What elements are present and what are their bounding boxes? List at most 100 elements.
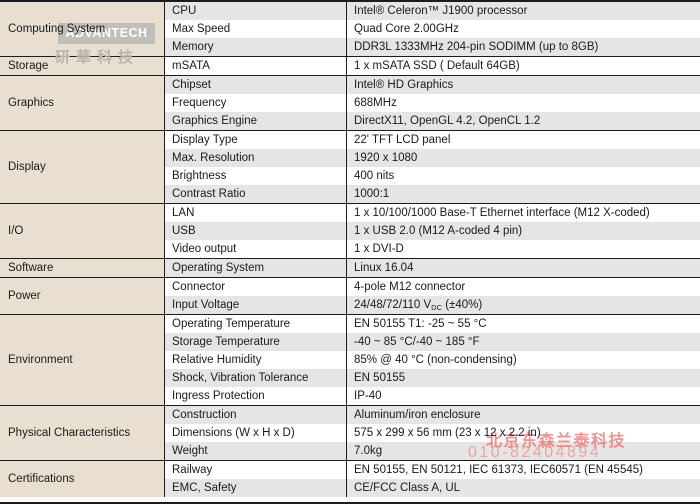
value-cell: 1 x 10/100/1000 Base-T Ethernet interfac… [347,204,700,222]
category-cell: Computing System [0,2,165,56]
property-label: Relative Humidity [172,354,262,366]
property-label: Brightness [172,170,227,182]
value-cell: DDR3L 1333MHz 204-pin SODIMM (up to 8GB) [347,38,700,56]
value-cell: 22' TFT LCD panel [347,131,700,149]
value-cell: EN 50155 T1: -25 ~ 55 °C [347,315,700,333]
category-label: I/O [8,225,24,237]
spec-row: Operating System Linux 16.04 [165,259,700,277]
value-cell: 7.0kg [347,442,700,460]
property-cell: Frequency [165,94,347,112]
property-label: USB [172,225,196,237]
property-label: LAN [172,207,195,219]
category-cell: Physical Characteristics [0,406,165,460]
category-label: Display [8,161,46,173]
value-cell: Linux 16.04 [347,259,700,277]
property-label: Graphics Engine [172,115,258,127]
value-cell: 1000:1 [347,185,700,203]
value-text: 575 x 299 x 56 mm (23 x 12 x 2.2 in) [354,427,541,439]
value-cell: 4-pole M12 connector [347,278,700,296]
spec-row: Relative Humidity 85% @ 40 °C (non-conden… [165,351,700,369]
value-text: DirectX11, OpenGL 4.2, OpenCL 1.2 [354,115,541,127]
category-cell: Power [0,278,165,314]
value-text: 400 nits [354,170,395,182]
property-cell: Railway [165,461,347,479]
value-text: 1 x USB 2.0 (M12 A-coded 4 pin) [354,225,523,237]
property-label: Chipset [172,79,211,91]
value-text: Intel® Celeron™ J1900 processor [354,5,528,17]
property-cell: Max. Resolution [165,149,347,167]
value-cell: 575 x 299 x 56 mm (23 x 12 x 2.2 in) [347,424,700,442]
property-label: Operating System [172,262,265,274]
value-cell: Aluminum/iron enclosure [347,406,700,424]
value-text: 688MHz [354,97,397,109]
value-text-suffix: (±40%) [442,299,483,311]
property-label: Frequency [172,97,227,109]
value-cell: -40 ~ 85 °C/-40 ~ 185 °F [347,333,700,351]
property-label: Max. Resolution [172,152,255,164]
value-cell: 1 x DVI-D [347,240,700,258]
spec-section: Certifications Railway EN 50155, EN 50121,… [0,461,700,497]
spec-row: Railway EN 50155, EN 50121, IEC 61373, IE… [165,461,700,479]
value-text: Linux 16.04 [354,262,414,274]
spec-section: Environment Operating Temperature EN 50155… [0,315,700,406]
value-text: 1920 x 1080 [354,152,418,164]
property-cell: Operating System [165,259,347,277]
property-cell: Connector [165,278,347,296]
category-cell: Graphics [0,76,165,130]
category-cell: Environment [0,315,165,405]
value-cell: 688MHz [347,94,700,112]
category-label: Graphics [8,97,55,109]
category-cell: I/O [0,204,165,258]
value-cell: 1 x mSATA SSD ( Default 64GB) [347,57,700,75]
value-text: 24/48/72/110 V [354,299,432,311]
value-text: 1 x 10/100/1000 Base-T Ethernet interfac… [354,207,650,219]
property-label: Contrast Ratio [172,188,246,200]
category-label: Power [8,290,41,302]
spec-row: Weight 7.0kg [165,442,700,460]
property-label: Memory [172,41,214,53]
spec-row: Contrast Ratio 1000:1 [165,185,700,203]
value-cell: Quad Core 2.00GHz [347,20,700,38]
property-label: Operating Temperature [172,318,291,330]
spec-section: Software Operating System Linux 16.04 [0,259,700,278]
value-text: EN 50155, EN 50121, IEC 61373, IEC60571 … [354,464,643,476]
value-cell: 24/48/72/110 VDC (±40%) [347,296,700,314]
property-label: Max Speed [172,23,231,35]
property-cell: LAN [165,204,347,222]
value-cell: EN 50155 [347,369,700,387]
category-label: Storage [8,60,49,72]
spec-row: Display Type 22' TFT LCD panel [165,131,700,149]
property-cell: CPU [165,2,347,20]
property-cell: Contrast Ratio [165,185,347,203]
spec-row: Memory DDR3L 1333MHz 204-pin SODIMM (up t… [165,38,700,56]
spec-row: Construction Aluminum/iron enclosure [165,406,700,424]
category-cell: Software [0,259,165,277]
value-text: 1 x mSATA SSD ( Default 64GB) [354,60,520,72]
value-cell: CE/FCC Class A, UL [347,479,700,497]
spec-section: Physical Characteristics Construction Alum… [0,406,700,461]
value-text: 85% @ 40 °C (non-condensing) [354,354,517,366]
property-cell: Input Voltage [165,296,347,314]
property-cell: Weight [165,442,347,460]
spec-row: Graphics Engine DirectX11, OpenGL 4.2, Op… [165,112,700,130]
property-cell: Operating Temperature [165,315,347,333]
value-text: 1000:1 [354,188,390,200]
property-cell: Video output [165,240,347,258]
spec-row: Shock, Vibration Tolerance EN 50155 [165,369,700,387]
value-cell: 1920 x 1080 [347,149,700,167]
category-cell: Storage [0,57,165,75]
property-label: Dimensions (W x H x D) [172,427,295,439]
property-cell: Ingress Protection [165,387,347,405]
property-cell: Shock, Vibration Tolerance [165,369,347,387]
property-cell: Max Speed [165,20,347,38]
value-cell: 400 nits [347,167,700,185]
value-text: -40 ~ 85 °C/-40 ~ 185 °F [354,336,480,348]
category-label: Physical Characteristics [8,427,131,439]
property-label: Weight [172,445,208,457]
spec-row: USB 1 x USB 2.0 (M12 A-coded 4 pin) [165,222,700,240]
spec-section: Computing System CPU Intel® Celeron™ J1900… [0,2,700,57]
spec-row: Connector 4-pole M12 connector [165,278,700,296]
property-cell: EMC, Safety [165,479,347,497]
property-cell: Dimensions (W x H x D) [165,424,347,442]
